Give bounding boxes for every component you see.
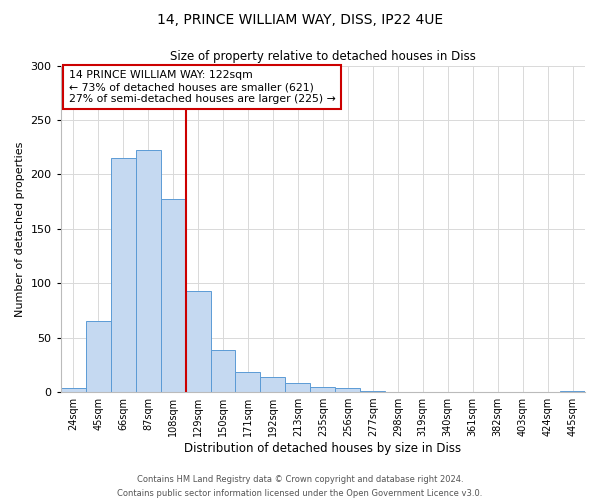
Bar xyxy=(235,372,260,392)
Bar xyxy=(86,322,110,392)
X-axis label: Distribution of detached houses by size in Diss: Distribution of detached houses by size … xyxy=(184,442,461,455)
Bar xyxy=(361,391,385,392)
Text: 14 PRINCE WILLIAM WAY: 122sqm
← 73% of detached houses are smaller (621)
27% of : 14 PRINCE WILLIAM WAY: 122sqm ← 73% of d… xyxy=(68,70,335,104)
Text: Contains HM Land Registry data © Crown copyright and database right 2024.
Contai: Contains HM Land Registry data © Crown c… xyxy=(118,476,482,498)
Bar xyxy=(260,377,286,392)
Bar xyxy=(61,388,86,392)
Bar xyxy=(560,391,585,392)
Y-axis label: Number of detached properties: Number of detached properties xyxy=(15,141,25,316)
Bar xyxy=(286,384,310,392)
Text: 14, PRINCE WILLIAM WAY, DISS, IP22 4UE: 14, PRINCE WILLIAM WAY, DISS, IP22 4UE xyxy=(157,12,443,26)
Bar xyxy=(161,200,185,392)
Bar xyxy=(310,386,335,392)
Title: Size of property relative to detached houses in Diss: Size of property relative to detached ho… xyxy=(170,50,476,63)
Bar xyxy=(185,291,211,392)
Bar xyxy=(335,388,361,392)
Bar xyxy=(211,350,235,392)
Bar xyxy=(136,150,161,392)
Bar xyxy=(110,158,136,392)
